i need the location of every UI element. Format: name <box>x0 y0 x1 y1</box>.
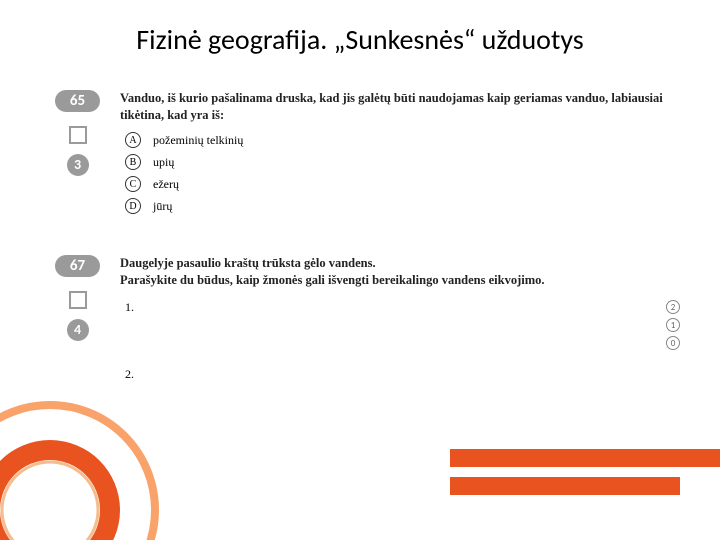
option-text: upių <box>153 155 174 170</box>
option-letter: D <box>125 198 141 214</box>
option-letter: A <box>125 132 141 148</box>
q67-sidebar: 67 4 <box>55 255 100 341</box>
checkbox-icon <box>69 126 87 144</box>
answer-1-label: 1. <box>125 300 134 315</box>
option-b[interactable]: Bupių <box>125 154 243 170</box>
page-title: Fizinė geografija. „Sunkesnės“ užduotys <box>0 22 720 57</box>
option-a[interactable]: Apožeminių telkinių <box>125 132 243 148</box>
q65-badge: 3 <box>67 154 89 176</box>
mark-circle: 1 <box>666 318 680 332</box>
question-65: 65 3 Vanduo, iš kurio pašalinama druska,… <box>55 90 680 220</box>
q65-sidebar: 65 3 <box>55 90 100 176</box>
option-text: jūrų <box>153 199 172 214</box>
option-d[interactable]: Djūrų <box>125 198 243 214</box>
accent-bar <box>450 477 680 495</box>
page: Fizinė geografija. „Sunkesnės“ užduotys … <box>0 0 720 540</box>
accent-bar <box>450 449 720 467</box>
q67-prompt-line2: Parašykite du būdus, kaip žmonės gali iš… <box>120 273 545 287</box>
option-letter: B <box>125 154 141 170</box>
answer-2-label: 2. <box>125 367 134 382</box>
q67-prompt-line1: Daugelyje pasaulio kraštų trūksta gėlo v… <box>120 256 376 270</box>
q65-number: 65 <box>55 90 100 112</box>
q67-marks: 2 1 0 <box>666 300 680 354</box>
footer-bars <box>450 449 720 505</box>
q65-prompt: Vanduo, iš kurio pašalinama druska, kad … <box>120 90 680 124</box>
corner-circle-icon <box>0 400 160 540</box>
option-letter: C <box>125 176 141 192</box>
mark-circle: 0 <box>666 336 680 350</box>
q67-badge: 4 <box>67 319 89 341</box>
option-text: ežerų <box>153 177 179 192</box>
checkbox-icon <box>69 291 87 309</box>
option-c[interactable]: Cežerų <box>125 176 243 192</box>
mark-circle: 2 <box>666 300 680 314</box>
q67-number: 67 <box>55 255 100 277</box>
q67-prompt: Daugelyje pasaulio kraštų trūksta gėlo v… <box>120 255 680 289</box>
option-text: požeminių telkinių <box>153 133 243 148</box>
q65-options: Apožeminių telkinių Bupių Cežerų Djūrų <box>125 132 243 220</box>
